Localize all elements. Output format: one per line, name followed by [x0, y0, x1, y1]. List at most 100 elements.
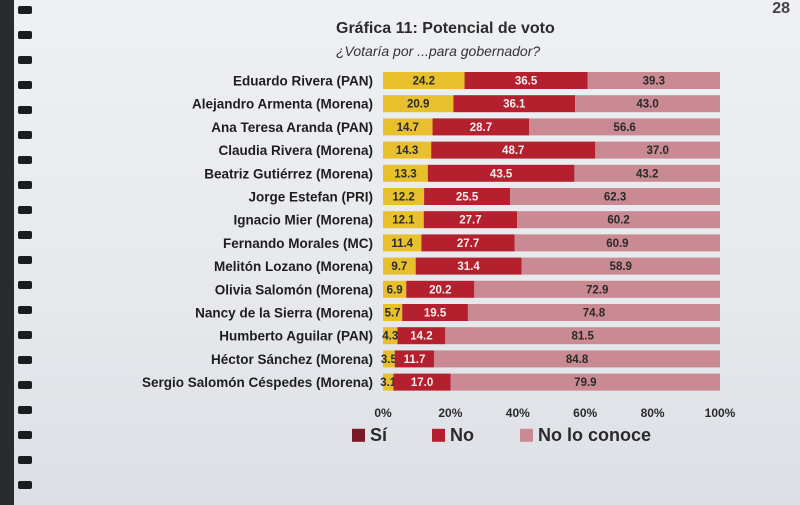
data-label: 74.8	[583, 308, 606, 320]
binding-ring	[18, 306, 32, 314]
binding-ring	[18, 281, 32, 289]
x-tick-label: 60%	[573, 406, 597, 420]
legend-item: No lo conoce	[520, 425, 651, 445]
bar-segment	[383, 373, 394, 391]
legend-label: No lo conoce	[538, 425, 651, 445]
bar-segment	[431, 141, 596, 159]
data-label: 11.4	[391, 238, 413, 250]
data-label: 43.5	[490, 168, 513, 180]
bar-segment	[432, 118, 530, 136]
data-label: 5.7	[385, 308, 401, 320]
data-label: 14.2	[410, 331, 432, 343]
category-label: Beatriz Gutiérrez (Morena)	[204, 166, 373, 181]
bar-segment	[423, 211, 518, 229]
bar-segment	[424, 188, 511, 205]
data-label: 11.7	[404, 354, 426, 366]
chart-subtitle: ¿Votaría por ...para gobernador?	[336, 43, 541, 59]
data-label: 79.9	[574, 377, 596, 389]
bar-segment	[529, 118, 720, 136]
data-label: 36.5	[515, 76, 538, 88]
data-label: 12.2	[392, 192, 414, 204]
legend-swatch	[352, 428, 365, 442]
binding-ring	[18, 106, 32, 114]
category-label: Fernando Morales (MC)	[223, 236, 373, 251]
binding-ring	[18, 156, 32, 164]
data-label: 24.2	[413, 76, 435, 88]
page-number: 28	[772, 0, 790, 17]
bar-segment	[517, 211, 720, 229]
bar-segment	[595, 141, 720, 159]
bars-group: 24.2 36.5 39.3 20.9 36.1 43.0 14.7 28.7 56.6 14.3…	[380, 72, 720, 391]
binding-ring	[18, 231, 32, 239]
bar-segment	[453, 95, 576, 113]
binding-ring	[18, 206, 32, 214]
bar-segment	[383, 118, 433, 136]
data-label: 14.3	[396, 145, 418, 157]
bar-segment	[421, 234, 515, 252]
bar-segment	[394, 350, 435, 368]
category-label: Olivia Salomón (Morena)	[215, 282, 373, 297]
binding-ring	[18, 331, 32, 339]
data-label: 43.2	[636, 168, 658, 180]
bar-segment	[521, 257, 720, 275]
bar-segment	[587, 72, 720, 89]
legend-label: No	[450, 425, 474, 445]
bar-segment	[383, 327, 398, 345]
binding-ring	[18, 356, 32, 364]
bar-segment	[383, 257, 416, 275]
bar-segment	[445, 327, 720, 345]
bar-segment	[383, 350, 395, 368]
binding-ring	[18, 406, 32, 414]
data-label: 6.9	[387, 284, 403, 296]
binding-ring	[18, 481, 32, 489]
bar-segment	[402, 304, 468, 321]
binding-ring	[18, 131, 32, 139]
bar-segment	[427, 164, 575, 182]
binding-ring	[18, 6, 32, 14]
data-label: 81.5	[571, 331, 594, 343]
category-label: Jorge Estefan (PRI)	[248, 190, 373, 205]
bar-segment	[383, 141, 432, 159]
data-label: 60.2	[607, 215, 629, 227]
bar-segment	[383, 280, 407, 298]
data-label: 25.5	[456, 192, 479, 204]
legend: Sí No No lo conoce	[352, 425, 651, 445]
bar-segment	[574, 164, 720, 182]
bar-segment	[450, 373, 720, 391]
bar-segment	[474, 280, 720, 298]
category-label: Alejandro Armenta (Morena)	[192, 97, 373, 112]
bar-segment	[406, 280, 475, 298]
bar-segment	[383, 234, 422, 252]
bar-segment	[383, 72, 465, 89]
data-label: 19.5	[424, 308, 447, 320]
data-label: 62.3	[604, 192, 626, 204]
data-label: 17.0	[411, 377, 433, 389]
bar-segment	[575, 95, 720, 113]
bar-segment	[467, 304, 720, 321]
data-label: 58.9	[610, 261, 632, 273]
category-label: Ignacio Mier (Morena)	[233, 213, 373, 228]
data-label: 20.9	[407, 99, 429, 111]
binding-ring	[18, 256, 32, 264]
data-label: 27.7	[459, 215, 481, 227]
binding-ring	[18, 81, 32, 89]
data-label: 20.2	[429, 284, 451, 296]
data-label: 39.3	[643, 76, 665, 88]
bar-segment	[415, 257, 522, 275]
data-label: 3.1	[380, 377, 397, 389]
binding-ring	[18, 56, 32, 64]
x-tick-label: 40%	[506, 406, 530, 420]
category-label: Eduardo Rivera (PAN)	[233, 74, 373, 89]
data-label: 28.7	[470, 122, 492, 134]
legend-swatch	[432, 428, 445, 442]
binding-ring	[18, 31, 32, 39]
bar-segment	[383, 304, 403, 321]
category-label: Sergio Salomón Céspedes (Morena)	[142, 375, 373, 390]
x-axis-ticks: 0% 20% 40% 60% 80% 100%	[374, 406, 735, 420]
data-label: 31.4	[457, 261, 480, 273]
category-labels-group: Eduardo Rivera (PAN) Alejandro Armenta (M…	[142, 74, 373, 391]
x-tick-label: 100%	[705, 406, 736, 420]
bar-segment	[383, 95, 454, 113]
binding-ring	[18, 381, 32, 389]
